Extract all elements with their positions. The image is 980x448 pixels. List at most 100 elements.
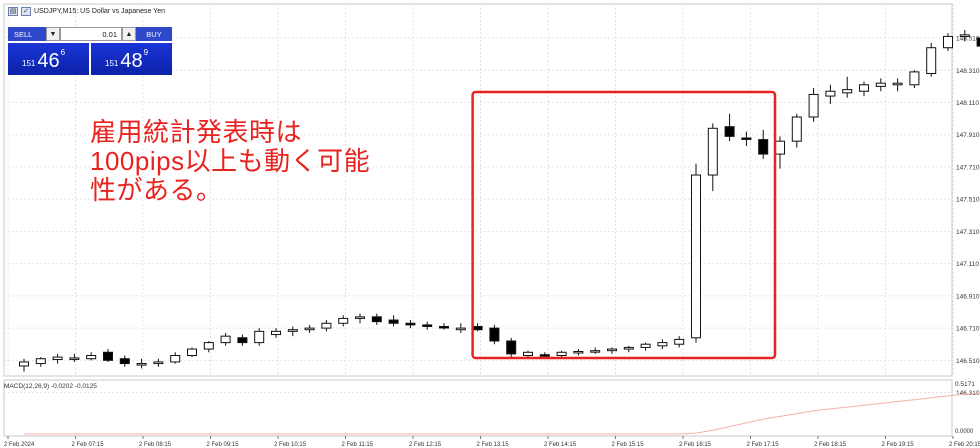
buy-button[interactable]: BUY [136, 27, 172, 41]
candle-body [959, 34, 970, 37]
macd-signal-line [24, 392, 980, 435]
y-tick-label: 147.510 [956, 197, 980, 204]
candle [791, 113, 802, 148]
candle-body [943, 35, 953, 49]
candle [707, 123, 718, 192]
candle-body [691, 174, 701, 339]
macd-label: MACD(12,26,9) -0.0202 -0.0125 [4, 383, 97, 390]
x-tick-label: 2 Feb 16:15 [679, 442, 712, 448]
candle [892, 78, 903, 92]
candle [405, 320, 416, 329]
candle [388, 315, 399, 327]
candle [422, 321, 433, 330]
candle-body [926, 47, 937, 75]
candle [741, 131, 752, 147]
candle-body [203, 342, 214, 350]
y-tick-label: 148.110 [956, 100, 979, 107]
chart-title: USDJPY,M15: US Dollar vs Japanese Yen [34, 7, 165, 15]
y-tick-label: 146.910 [956, 293, 980, 300]
candle-body [556, 351, 567, 356]
candle-body [338, 317, 349, 324]
candle [287, 326, 298, 337]
candle [875, 78, 886, 92]
candle [220, 332, 231, 346]
candle-body [472, 325, 483, 331]
candle [775, 136, 785, 169]
candle [355, 313, 365, 324]
candle-body [136, 363, 147, 366]
candle-body [506, 340, 517, 355]
candle [338, 315, 349, 327]
candle-body [976, 37, 980, 47]
candle-body [758, 139, 769, 155]
candle-body [808, 93, 819, 118]
candle [35, 357, 46, 367]
candle [859, 81, 869, 97]
candle-body [119, 358, 130, 365]
candle [187, 347, 197, 358]
sell-button[interactable]: SELL [8, 27, 46, 41]
candle [607, 347, 617, 354]
candle [69, 353, 80, 362]
plot-frame [3, 3, 953, 377]
grid [3, 3, 954, 437]
candle [926, 42, 937, 77]
candle-body [371, 316, 382, 323]
candle-body [724, 126, 735, 137]
candle-body [573, 350, 584, 354]
x-tick-label: 2 Feb 11:15 [342, 442, 374, 448]
candle-body [741, 137, 752, 140]
candle-body [153, 361, 164, 365]
candle [808, 88, 819, 122]
x-tick-label: 2 Feb 18:15 [814, 442, 847, 448]
candle-body [103, 351, 113, 361]
sell-price-prefix: 151 [22, 59, 36, 68]
y-tick-label: 148.310 [956, 68, 980, 75]
lot-increase-button[interactable]: ▲ [122, 27, 136, 41]
macd-panel [24, 392, 980, 435]
candle [842, 76, 853, 98]
candle-body [791, 116, 802, 142]
lot-size-input[interactable]: 0.01 [60, 27, 122, 41]
buy-price-button[interactable]: 151 48 9 [91, 43, 172, 75]
sell-price-pip: 6 [60, 48, 66, 57]
candle [119, 355, 130, 367]
y-tick-label: 147.910 [956, 132, 980, 139]
candle [943, 33, 953, 51]
x-tick-label: 2 Feb 20:15 [949, 442, 980, 448]
candle-body [355, 316, 365, 319]
macd-zero-label: 0.0000 [955, 429, 974, 435]
lot-dropdown-button[interactable]: ▼ [46, 27, 60, 41]
candle-body [455, 327, 466, 331]
candle [976, 37, 980, 47]
y-tick-label: 147.710 [956, 164, 980, 171]
x-tick-label: 2 Feb 2024 [4, 442, 35, 448]
highlight-rectangle [471, 90, 777, 360]
annotation-text: 雇用統計発表時は 100pips以上も動く可能 性がある。 [90, 117, 371, 205]
candle-body [489, 327, 500, 342]
candle-body [254, 330, 265, 344]
candle [271, 328, 281, 338]
candle-body [539, 354, 550, 357]
candle-body [640, 343, 651, 348]
candle-body [590, 350, 601, 353]
sell-price-button[interactable]: 151 46 6 [8, 43, 89, 75]
candle [439, 323, 449, 330]
candle [758, 129, 769, 159]
candle-body [775, 140, 785, 155]
candle [691, 163, 701, 343]
candle [19, 358, 29, 372]
x-tick-label: 2 Feb 14:15 [544, 442, 577, 448]
x-tick-label: 2 Feb 15:15 [612, 442, 645, 448]
y-tick-label: 147.310 [956, 229, 980, 236]
x-tick-label: 2 Feb 07:15 [72, 442, 105, 448]
checkbox-icon[interactable]: ✓ [21, 6, 31, 16]
candle-body [405, 322, 416, 326]
candle [909, 70, 920, 89]
candle-body [237, 337, 248, 344]
y-tick-label: 148.510 [956, 36, 980, 43]
candle [657, 339, 668, 350]
candle-body [607, 348, 617, 352]
